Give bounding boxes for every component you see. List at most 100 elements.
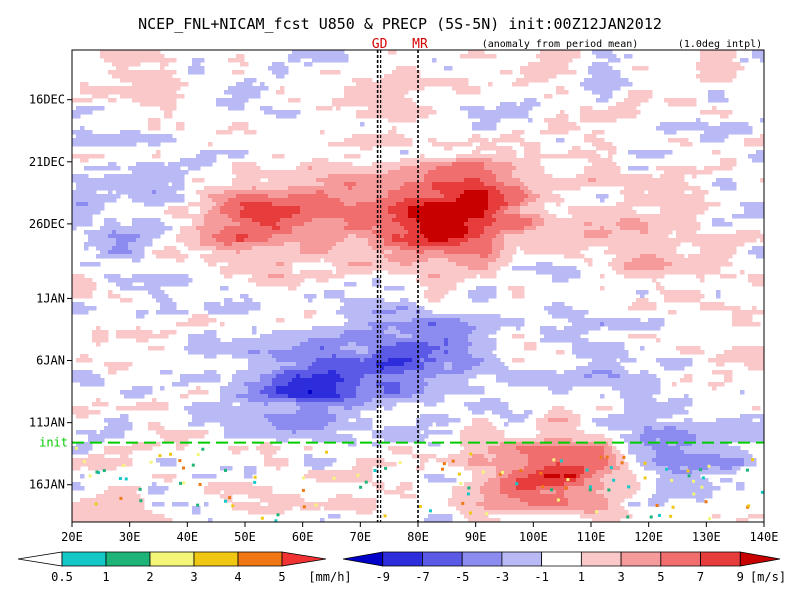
field-cell bbox=[696, 126, 701, 131]
field-cell bbox=[404, 186, 409, 191]
field-cell bbox=[228, 106, 233, 111]
field-cell bbox=[568, 182, 573, 187]
field-cell bbox=[320, 234, 325, 239]
field-cell bbox=[556, 222, 561, 227]
field-cell bbox=[468, 170, 473, 175]
field-cell bbox=[472, 242, 477, 247]
field-cell bbox=[744, 130, 749, 135]
field-cell bbox=[572, 70, 577, 75]
field-cell bbox=[532, 102, 537, 107]
field-cell bbox=[248, 90, 253, 95]
field-cell bbox=[84, 110, 89, 115]
field-cell bbox=[460, 254, 465, 259]
field-cell bbox=[548, 126, 553, 131]
field-cell bbox=[488, 238, 493, 243]
field-cell bbox=[436, 162, 441, 167]
field-cell bbox=[596, 218, 601, 223]
field-cell bbox=[668, 214, 673, 219]
field-cell bbox=[616, 174, 621, 179]
field-cell bbox=[96, 198, 101, 203]
field-cell bbox=[172, 106, 177, 111]
field-cell bbox=[232, 254, 237, 259]
field-cell bbox=[604, 242, 609, 247]
field-cell bbox=[328, 106, 333, 111]
field-cell bbox=[232, 210, 237, 215]
field-cell bbox=[464, 170, 469, 175]
field-cell bbox=[656, 242, 661, 247]
field-cell bbox=[488, 214, 493, 219]
field-cell bbox=[232, 102, 237, 107]
field-cell bbox=[472, 154, 477, 159]
field-cell bbox=[348, 202, 353, 207]
field-cell bbox=[136, 166, 141, 171]
field-cell bbox=[596, 210, 601, 215]
field-cell bbox=[252, 194, 257, 199]
field-cell bbox=[664, 222, 669, 227]
field-cell bbox=[136, 58, 141, 63]
field-cell bbox=[316, 214, 321, 219]
field-cell bbox=[236, 126, 241, 131]
field-cell bbox=[392, 190, 397, 195]
field-cell bbox=[224, 214, 229, 219]
field-cell bbox=[116, 246, 121, 251]
field-cell bbox=[196, 166, 201, 171]
field-cell bbox=[512, 114, 517, 119]
field-cell bbox=[84, 158, 89, 163]
field-cell bbox=[448, 242, 453, 247]
field-cell bbox=[144, 166, 149, 171]
field-cell bbox=[304, 166, 309, 171]
field-cell bbox=[436, 254, 441, 259]
field-cell bbox=[484, 186, 489, 191]
field-cell bbox=[420, 246, 425, 251]
field-cell bbox=[484, 138, 489, 143]
field-cell bbox=[672, 206, 677, 211]
field-cell bbox=[232, 246, 237, 251]
field-cell bbox=[544, 154, 549, 159]
field-cell bbox=[556, 246, 561, 251]
field-cell bbox=[292, 254, 297, 259]
field-cell bbox=[660, 178, 665, 183]
field-cell bbox=[524, 70, 529, 75]
field-cell bbox=[252, 226, 257, 231]
field-cell bbox=[300, 238, 305, 243]
field-cell bbox=[484, 206, 489, 211]
field-cell bbox=[132, 86, 137, 91]
field-cell bbox=[648, 186, 653, 191]
field-cell bbox=[632, 94, 637, 99]
field-cell bbox=[352, 234, 357, 239]
field-cell bbox=[84, 178, 89, 183]
field-cell bbox=[664, 234, 669, 239]
field-cell bbox=[344, 86, 349, 91]
field-cell bbox=[504, 134, 509, 139]
field-cell bbox=[100, 194, 105, 199]
field-cell bbox=[252, 214, 257, 219]
field-cell bbox=[424, 198, 429, 203]
field-cell bbox=[640, 178, 645, 183]
field-cell bbox=[368, 194, 373, 199]
field-cell bbox=[400, 242, 405, 247]
field-cell bbox=[736, 130, 741, 135]
field-cell bbox=[484, 118, 489, 123]
field-cell bbox=[244, 230, 249, 235]
field-cell bbox=[404, 190, 409, 195]
field-cell bbox=[248, 250, 253, 255]
field-cell bbox=[592, 118, 597, 123]
field-cell bbox=[436, 218, 441, 223]
field-cell bbox=[700, 238, 705, 243]
field-cell bbox=[728, 122, 733, 127]
field-cell bbox=[432, 250, 437, 255]
field-cell bbox=[632, 194, 637, 199]
field-cell bbox=[364, 218, 369, 223]
field-cell bbox=[580, 230, 585, 235]
field-cell bbox=[676, 98, 681, 103]
field-cell bbox=[192, 166, 197, 171]
field-cell bbox=[452, 78, 457, 83]
field-cell bbox=[304, 178, 309, 183]
field-cell bbox=[588, 166, 593, 171]
field-cell bbox=[632, 150, 637, 155]
field-cell bbox=[204, 246, 209, 251]
field-cell bbox=[480, 126, 485, 131]
field-cell bbox=[300, 194, 305, 199]
field-cell bbox=[584, 222, 589, 227]
field-cell bbox=[224, 246, 229, 251]
